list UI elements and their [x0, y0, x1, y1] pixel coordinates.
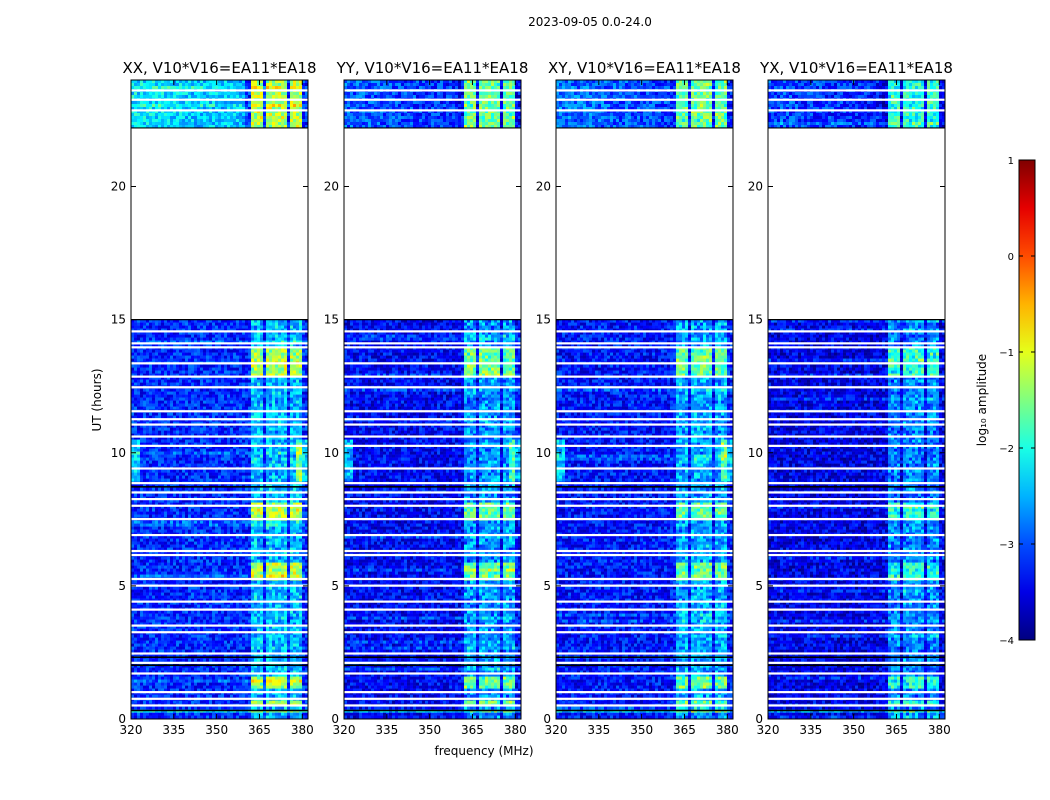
y-tick-label: 10 — [536, 446, 551, 460]
colorbar-tick-label: −3 — [999, 540, 1014, 551]
heatmap-cells — [556, 80, 733, 719]
x-tick-label: 320 — [757, 723, 780, 737]
y-tick-label: 10 — [748, 446, 763, 460]
panels: XX, V10*V16=EA11*EA18 320 335 350 365 380 0 5 10… — [111, 59, 953, 737]
x-tick-label: 350 — [630, 723, 653, 737]
panel-frame — [130, 79, 309, 720]
colorbar-label: log₁₀ amplitude — [975, 354, 989, 446]
panel-title: YY, V10*V16=EA11*EA18 — [336, 59, 529, 77]
x-tick-label: 365 — [248, 723, 271, 737]
y-tick-label: 5 — [331, 579, 339, 593]
panel-frame — [555, 79, 734, 720]
y-tick-label: 15 — [536, 313, 551, 327]
x-tick-label: 380 — [716, 723, 739, 737]
colorbar-tick-label: −2 — [999, 444, 1014, 455]
x-tick-label: 320 — [545, 723, 568, 737]
y-tick-label: 0 — [118, 712, 126, 726]
y-tick-label: 0 — [755, 712, 763, 726]
colorbar-gradient — [1018, 159, 1036, 641]
y-tick-label: 15 — [748, 313, 763, 327]
y-tick-label: 20 — [536, 180, 551, 194]
x-tick-label: 335 — [587, 723, 610, 737]
heatmap-cells — [344, 80, 521, 719]
y-tick-label: 5 — [543, 579, 551, 593]
y-tick-label: 10 — [324, 446, 339, 460]
panel-3: XY, V10*V16=EA11*EA18 320 335 350 365 380 0 5 10… — [536, 59, 741, 737]
panel-4: YX, V10*V16=EA11*EA18 320 335 350 365 380 0 5 10… — [748, 59, 953, 737]
heatmap-cells — [768, 80, 945, 719]
y-tick-label: 15 — [111, 313, 126, 327]
panel-title: XY, V10*V16=EA11*EA18 — [548, 59, 741, 77]
y-axis-label: UT (hours) — [90, 368, 104, 431]
x-tick-label: 365 — [673, 723, 696, 737]
colorbar-tick-label: 0 — [1008, 252, 1014, 263]
y-tick-label: 10 — [111, 446, 126, 460]
panel-frame — [767, 79, 946, 720]
colorbar-tick-label: −4 — [999, 636, 1014, 647]
x-tick-label: 380 — [291, 723, 314, 737]
x-tick-label: 380 — [928, 723, 951, 737]
y-tick-label: 20 — [324, 180, 339, 194]
y-tick-label: 20 — [748, 180, 763, 194]
heatmap-cells — [131, 80, 308, 719]
panel-title: XX, V10*V16=EA11*EA18 — [122, 59, 316, 77]
x-axis-label: frequency (MHz) — [434, 744, 533, 758]
x-tick-label: 350 — [842, 723, 865, 737]
figure-title: 2023-09-05 0.0-24.0 — [528, 15, 652, 29]
x-tick-label: 335 — [375, 723, 398, 737]
panel-title: YX, V10*V16=EA11*EA18 — [759, 59, 953, 77]
colorbar-tick-label: 1 — [1008, 156, 1014, 167]
y-tick-label: 0 — [331, 712, 339, 726]
x-tick-label: 365 — [885, 723, 908, 737]
x-tick-label: 380 — [504, 723, 527, 737]
y-tick-label: 5 — [118, 579, 126, 593]
x-tick-label: 320 — [333, 723, 356, 737]
x-tick-label: 365 — [461, 723, 484, 737]
x-tick-label: 335 — [799, 723, 822, 737]
x-tick-label: 350 — [418, 723, 441, 737]
colorbar-tick-label: −1 — [999, 348, 1014, 359]
panel-2: YY, V10*V16=EA11*EA18 320 335 350 365 380 0 5 10… — [324, 59, 529, 737]
x-tick-label: 320 — [120, 723, 143, 737]
colorbar: 1 0 −1 −2 −3 −4 log₁₀ amplitude — [975, 156, 1036, 647]
y-tick-label: 5 — [755, 579, 763, 593]
y-tick-label: 0 — [543, 712, 551, 726]
y-tick-label: 20 — [111, 180, 126, 194]
panel-frame — [343, 79, 522, 720]
panel-1: XX, V10*V16=EA11*EA18 320 335 350 365 380 0 5 10… — [111, 59, 317, 737]
x-tick-label: 335 — [162, 723, 185, 737]
y-tick-label: 15 — [324, 313, 339, 327]
x-tick-label: 350 — [205, 723, 228, 737]
